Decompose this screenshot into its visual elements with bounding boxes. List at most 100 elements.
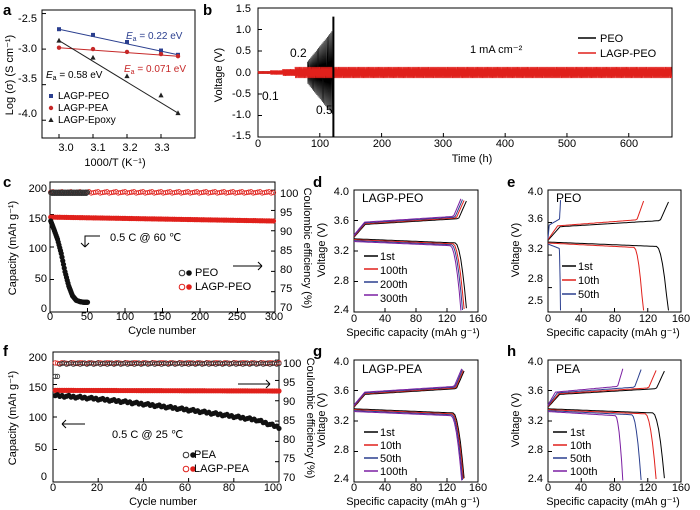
f-y2tick-5: 95: [283, 377, 295, 389]
a-ytick-2: -3.5: [18, 73, 37, 85]
a-legend-1: LAGP-PEA: [58, 103, 108, 114]
g-legend-3: 100th: [380, 466, 408, 478]
panel-b-letter: b: [203, 2, 212, 19]
b-xtick-6: 600: [620, 138, 638, 150]
h-legend-3: 100th: [570, 466, 598, 478]
f-y2tick-3: 85: [283, 415, 295, 427]
h-legend-0: 1st: [570, 427, 585, 439]
b-xtick-5: 500: [558, 138, 576, 150]
panel-d-letter: d: [313, 174, 322, 191]
e-ylabel: Voltage (V): [510, 223, 522, 277]
e-legend-1: 10th: [578, 275, 599, 287]
h-ytick-3: 3.6: [528, 385, 543, 397]
c-xtick-4: 200: [191, 311, 209, 323]
d-ytick-3: 3.6: [334, 215, 349, 227]
g-discharge-1st: [353, 408, 465, 479]
d-xtick-4: 160: [469, 313, 487, 325]
b-legend-1: LAGP-PEO: [600, 48, 657, 60]
g-xlabel: Specific capacity (mAh g⁻¹): [346, 496, 480, 508]
f-ce-black-81: [233, 361, 239, 367]
g-legend-0: 1st: [380, 427, 395, 439]
d-legend-3: 300th: [380, 293, 408, 305]
b-ytick-5: -1.0: [232, 109, 251, 121]
b-trace-LAGP-PEO-2: [282, 69, 296, 76]
f-ce-black-27: [111, 361, 117, 367]
c-ce-black-50: [84, 189, 91, 195]
b-ytick-6: -1.5: [232, 130, 251, 142]
a-xtick-3: 3.3: [154, 142, 169, 154]
a-point-LAGP-Epoxy-2: [124, 73, 130, 79]
a-ea-pea: Ea = 0.071 eV: [124, 64, 186, 76]
b-label-0.5: 0.5: [316, 103, 333, 117]
f-ytick-0: 0: [41, 471, 47, 483]
f-ce-black-99: [274, 361, 280, 367]
b-ytick-4: -0.5: [232, 88, 251, 100]
c-legend-1: LAGP-PEO: [195, 281, 252, 293]
c-ce-red-295: [268, 190, 274, 196]
c-xtick-1: 50: [81, 311, 93, 323]
f-ce-black-57: [179, 361, 185, 367]
f-ce-black-54: [172, 361, 178, 367]
d-charge-300th: [353, 198, 462, 236]
c-legend-fill-1: [186, 284, 192, 290]
d-legend-0: 1st: [380, 251, 395, 263]
c-xlabel: Cycle number: [128, 325, 196, 337]
f-ytick-2: 100: [29, 412, 47, 424]
a-fit-line-LAGP-Epoxy: [58, 40, 179, 114]
f-arrow-capacity: [61, 419, 85, 429]
e-discharge-1st: [548, 241, 669, 311]
a-point-LAGP-PEA-4: [175, 54, 181, 59]
g-charge-10th: [353, 370, 464, 407]
g-legend-1: 10th: [380, 440, 401, 452]
panel-g: g LAGP-PEA 4.0 3.6 3.2 2.8 2.4 0 40 80 1…: [313, 343, 487, 508]
g-xtick-1: 40: [379, 482, 391, 494]
f-y2tick-4: 90: [283, 396, 295, 408]
e-charge-1st: [547, 201, 669, 241]
panel-d: d LAGP-PEO 4.0 3.6 3.2 2.8 2.4 0 40 80 1…: [313, 174, 487, 339]
b-legend-0: PEO: [600, 33, 624, 45]
f-ce-black-36: [131, 361, 137, 367]
b-xtick-0: 0: [255, 138, 261, 150]
d-discharge-100th: [353, 239, 465, 310]
d-ylabel: Voltage (V): [316, 223, 328, 277]
h-xtick-1: 40: [575, 482, 587, 494]
f-ce-black-63: [192, 361, 198, 367]
a-xtick-2: 3.2: [122, 142, 137, 154]
f-ce-black-69: [206, 361, 212, 367]
g-ytick-0: 2.4: [334, 473, 349, 485]
d-legend-1: 100th: [380, 265, 408, 277]
h-charge-50th: [547, 369, 642, 407]
f-y2tick-1: 75: [283, 453, 295, 465]
e-discharge-50th: [547, 243, 561, 311]
d-charge-200th: [353, 199, 463, 237]
b-trace-LAGP-PEO-0: [257, 71, 271, 74]
a-ytick-1: -3.0: [18, 43, 37, 55]
h-legend-2: 50th: [570, 453, 591, 465]
c-ytick-3: 150: [29, 213, 47, 225]
g-ytick-4: 4.0: [334, 356, 349, 368]
g-legend-2: 50th: [380, 453, 401, 465]
g-discharge-100th: [353, 411, 463, 481]
panel-a-letter: a: [3, 2, 12, 19]
a-point-LAGP-PEO-3: [159, 48, 163, 53]
f-ytick-3: 150: [29, 382, 47, 394]
a-legend-2: LAGP-Epoxy: [58, 115, 116, 126]
f-ce-black-21: [97, 361, 104, 367]
d-discharge-1st: [353, 238, 467, 309]
e-charge-50th: [547, 200, 561, 239]
f-legend-open-0: [182, 451, 190, 459]
a-point-LAGP-PEA-3: [158, 51, 164, 57]
d-ytick-0: 2.4: [334, 304, 349, 316]
h-ytick-0: 2.4: [528, 473, 543, 485]
a-legend-marker-1: [48, 105, 54, 111]
c-xtick-3: 150: [153, 311, 171, 323]
d-discharge-200th: [353, 240, 463, 311]
h-charge-1st: [547, 370, 665, 408]
a-xtick-0: 3.0: [58, 142, 73, 154]
b-trace-LAGP-PEO-3: [294, 66, 673, 79]
f-ce-black-87: [247, 361, 253, 367]
f-ce-black-78: [226, 361, 232, 367]
h-title: PEA: [556, 362, 580, 376]
c-y2tick-0: 70: [280, 302, 292, 314]
h-charge-100th: [547, 368, 624, 406]
